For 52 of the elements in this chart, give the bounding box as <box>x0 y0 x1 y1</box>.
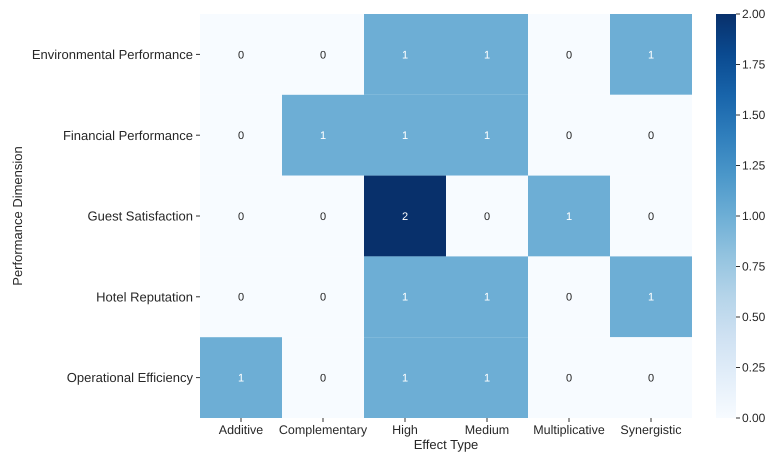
data-label: 0 <box>238 49 244 62</box>
data-label: 2 <box>402 210 408 223</box>
data-label: 1 <box>484 130 490 142</box>
color-bar-label: 2.00 <box>742 7 766 22</box>
y-tick-label: Hotel Reputation <box>96 289 193 304</box>
data-label: 0 <box>648 130 654 142</box>
data-label: 1 <box>484 49 490 62</box>
data-label: 0 <box>566 292 572 304</box>
data-label: 1 <box>648 292 654 304</box>
color-bar-label: 0.75 <box>742 260 766 274</box>
x-tick-label: Multiplicative <box>533 423 605 437</box>
data-label: 1 <box>402 130 408 142</box>
x-axis-title: Effect Type <box>414 437 478 452</box>
data-label: 0 <box>238 210 244 223</box>
data-label: 1 <box>320 130 326 142</box>
data-label: 1 <box>484 372 490 384</box>
data-label: 1 <box>484 292 490 304</box>
color-bar-label: 1.50 <box>742 108 766 122</box>
x-tick-label: Additive <box>218 423 264 437</box>
data-label: 0 <box>566 49 572 62</box>
data-label: 0 <box>566 130 572 142</box>
data-label: 1 <box>402 292 408 304</box>
color-bar-label: 0.50 <box>742 310 766 324</box>
color-bar-label: 1.75 <box>742 58 766 72</box>
y-tick-label: Financial Performance <box>62 128 193 143</box>
data-label: 1 <box>402 372 408 384</box>
color-bar-label: 1.00 <box>742 209 766 224</box>
x-tick-label: Medium <box>464 423 510 437</box>
data-label: 0 <box>320 210 326 223</box>
data-label: 1 <box>402 49 408 62</box>
data-label: 0 <box>648 372 654 384</box>
y-tick-label: Environmental Performance <box>32 46 193 62</box>
y-tick-label: Operational Efficiency <box>66 370 194 386</box>
data-label: 0 <box>238 292 244 304</box>
color-bar-label: 0.00 <box>742 411 766 426</box>
x-tick-label: High <box>392 423 418 437</box>
data-label: 0 <box>484 210 490 223</box>
data-label: 0 <box>566 372 572 384</box>
color-bar-label: 1.25 <box>742 158 766 173</box>
data-label: 1 <box>648 49 654 62</box>
x-tick-label: Synergistic <box>620 423 682 437</box>
data-label: 0 <box>648 210 654 223</box>
data-label: 0 <box>320 292 326 304</box>
data-label: 1 <box>566 210 572 223</box>
data-label: 0 <box>320 49 326 62</box>
y-tick-label: Guest Satisfaction <box>88 208 193 224</box>
x-tick-label: Complementary <box>278 423 368 437</box>
color-bar-label: 0.25 <box>742 360 766 375</box>
data-label: 1 <box>238 372 244 384</box>
data-label: 0 <box>320 372 326 384</box>
y-axis-title: Performance Dimension <box>10 146 25 286</box>
data-label: 0 <box>238 130 244 142</box>
